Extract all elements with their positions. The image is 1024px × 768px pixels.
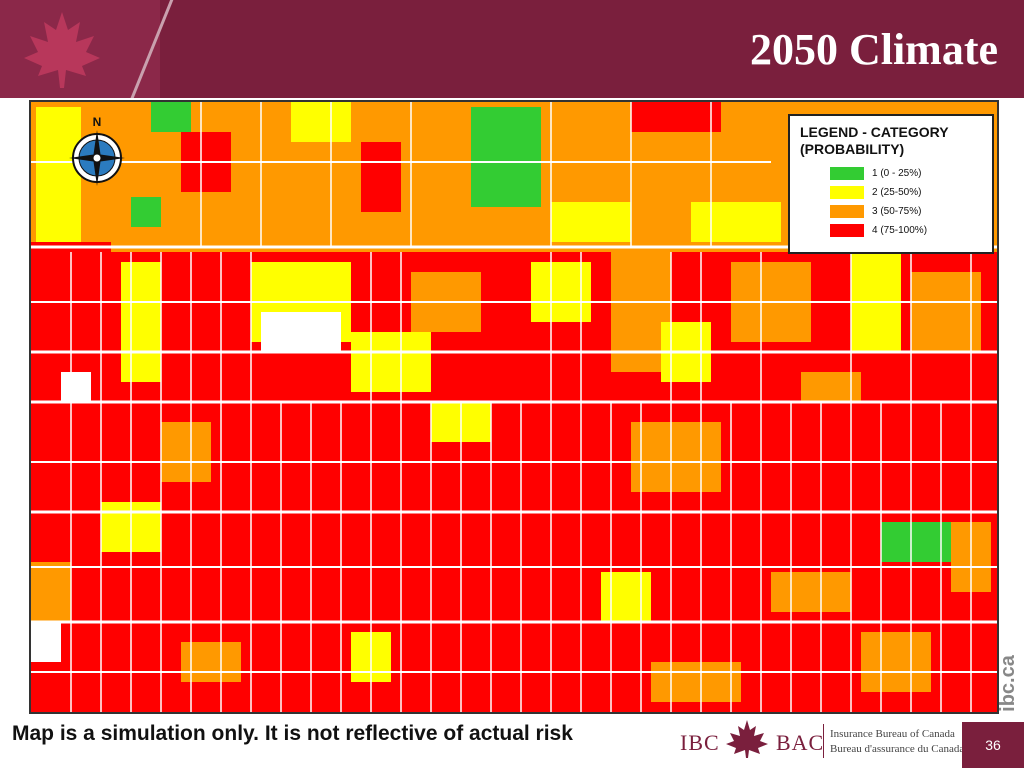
page-number: 36 (962, 722, 1024, 768)
site-url-label: ibc.ca (996, 652, 1022, 712)
slide-title: 2050 Climate (749, 25, 998, 74)
legend-label: 1 (0 - 25%) (872, 168, 922, 179)
north-arrow-icon: N (69, 115, 125, 186)
map-disclaimer: Map is a simulation only. It is not refl… (12, 722, 573, 745)
logo-ibc-text: IBC (680, 730, 720, 755)
logo-divider (823, 724, 824, 758)
legend-label: 4 (75-100%) (872, 225, 928, 236)
maple-leaf-logo-icon (726, 720, 768, 758)
map-legend: LEGEND - CATEGORY (PROBABILITY) 1 (0 - 2… (788, 114, 994, 254)
legend-swatch-red (830, 224, 864, 237)
logo-bac-text: BAC (776, 730, 825, 755)
logo-name-fr: Bureau d'assurance du Canada (830, 743, 965, 755)
legend-label: 3 (50-75%) (872, 206, 922, 217)
legend-title: LEGEND - CATEGORY (PROBABILITY) (800, 124, 949, 157)
legend-item: 4 (75-100%) (830, 221, 982, 240)
legend-label: 2 (25-50%) (872, 187, 922, 198)
compass-north-label: N (93, 115, 102, 129)
legend-item: 1 (0 - 25%) (830, 164, 982, 183)
legend-swatch-green (830, 167, 864, 180)
flood-risk-map: N LEGEND - CATEGORY (PROBABILITY) 1 (0 -… (29, 100, 999, 714)
legend-swatch-yellow (830, 186, 864, 199)
legend-item: 3 (50-75%) (830, 202, 982, 221)
ibc-logo: IBC BAC Insurance Bureau of Canada Burea… (680, 716, 964, 764)
legend-swatch-orange (830, 205, 864, 218)
slide-header: 2050 Climate (0, 0, 1024, 98)
maple-leaf-icon (24, 12, 100, 88)
logo-name-en: Insurance Bureau of Canada (830, 728, 955, 740)
site-url-text: ibc.ca (996, 655, 1019, 712)
legend-item: 2 (25-50%) (830, 183, 982, 202)
